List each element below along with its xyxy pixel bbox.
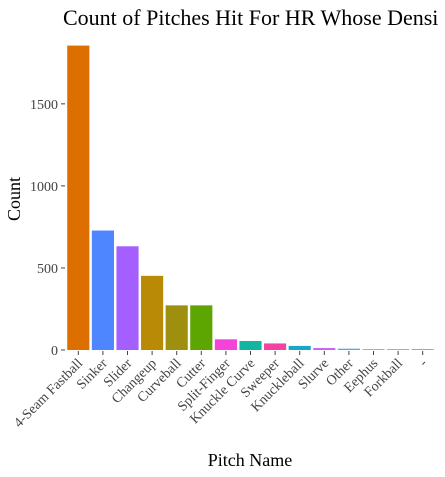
- bar-9: [288, 345, 311, 350]
- chart-title: Count of Pitches Hit For HR Whose Densi: [63, 5, 438, 30]
- bar-1: [91, 230, 114, 350]
- bar-10: [313, 348, 336, 350]
- y-axis-title: Count: [4, 177, 24, 221]
- bar-13: [387, 349, 410, 350]
- y-tick-label: 1000: [30, 180, 58, 195]
- y-axis: 0 500 1000 1500: [30, 98, 65, 359]
- bar-5: [190, 305, 213, 350]
- bar-14: [411, 349, 434, 350]
- y-tick-label: 0: [51, 344, 58, 359]
- x-axis: 4-Seam FastballSinkerSliderChangeupCurve…: [11, 351, 431, 431]
- bar-0: [67, 45, 90, 351]
- bar-2: [116, 246, 139, 350]
- bars-group: [67, 45, 434, 351]
- y-tick-label: 1500: [30, 98, 58, 113]
- y-tick-label: 500: [37, 262, 58, 277]
- bar-4: [165, 305, 188, 350]
- x-axis-title: Pitch Name: [208, 450, 292, 470]
- bar-8: [264, 343, 287, 350]
- bar-7: [239, 340, 262, 350]
- x-tick-label: -: [417, 356, 431, 370]
- bar-6: [214, 339, 237, 350]
- bar-11: [337, 348, 360, 350]
- bar-12: [362, 349, 385, 350]
- x-tick-label: 4-Seam Fastball: [11, 356, 86, 431]
- bar-3: [141, 275, 164, 350]
